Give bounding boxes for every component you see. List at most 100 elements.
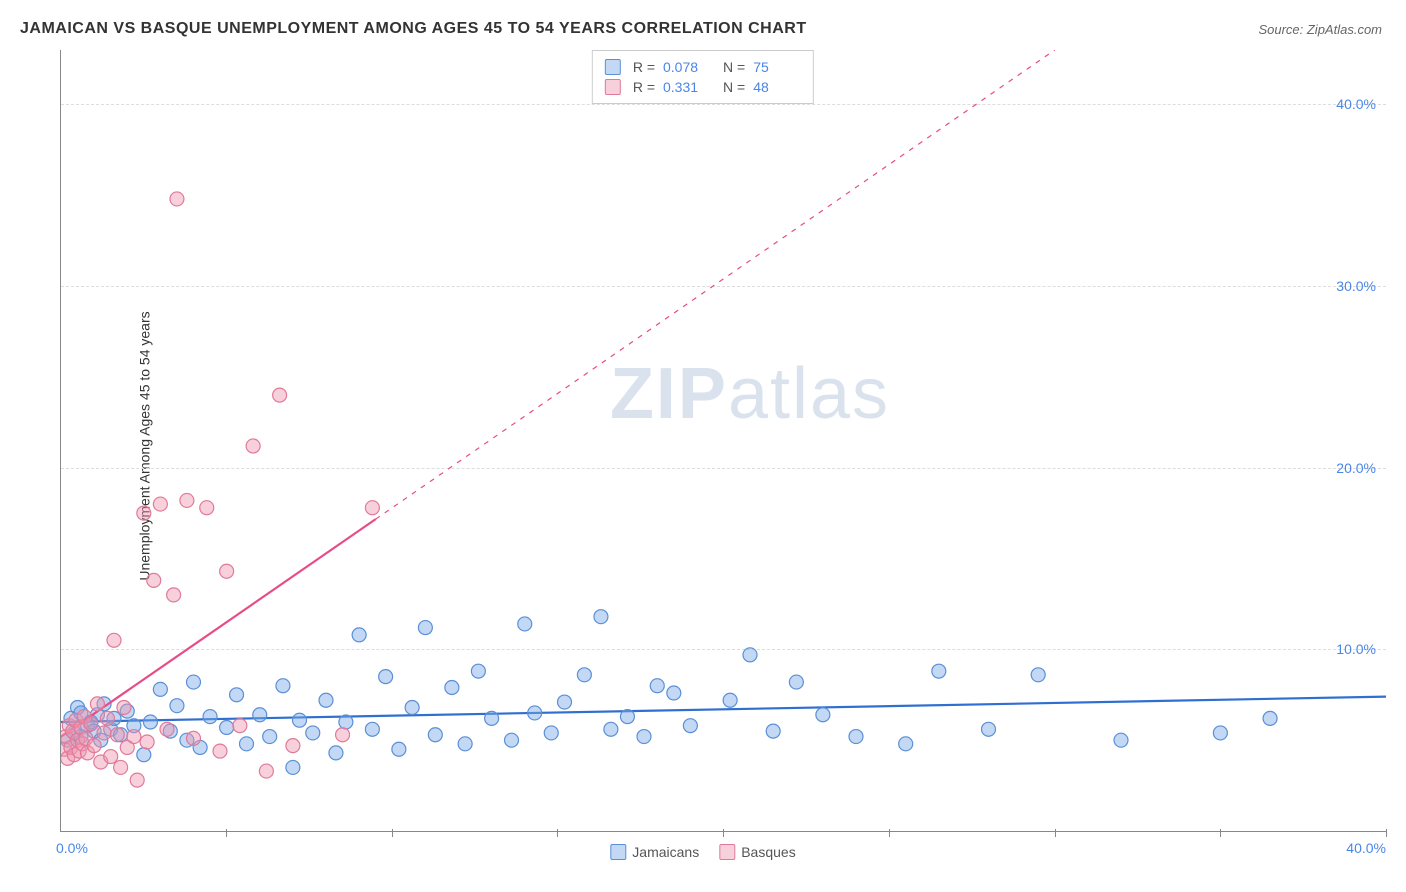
data-point xyxy=(1114,733,1128,747)
data-point xyxy=(637,730,651,744)
data-point xyxy=(127,730,141,744)
data-point xyxy=(220,720,234,734)
data-point xyxy=(104,750,118,764)
data-point xyxy=(789,675,803,689)
source-attribution: Source: ZipAtlas.com xyxy=(1258,22,1382,37)
x-tick xyxy=(1386,829,1387,837)
legend-item-jamaicans: Jamaicans xyxy=(610,844,699,860)
data-point xyxy=(352,628,366,642)
data-point xyxy=(153,682,167,696)
x-tick-last: 40.0% xyxy=(1346,840,1386,856)
data-point xyxy=(528,706,542,720)
data-point xyxy=(339,715,353,729)
data-point xyxy=(650,679,664,693)
data-point xyxy=(849,730,863,744)
data-point xyxy=(153,497,167,511)
x-tick-first: 0.0% xyxy=(56,840,88,856)
data-point xyxy=(329,746,343,760)
data-point xyxy=(203,710,217,724)
data-point xyxy=(107,633,121,647)
data-point xyxy=(458,737,472,751)
data-point xyxy=(220,564,234,578)
data-point xyxy=(899,737,913,751)
data-point xyxy=(418,621,432,635)
plot-area: ZIPatlas 10.0%20.0%30.0%40.0% xyxy=(60,50,1386,832)
data-point xyxy=(723,693,737,707)
data-point xyxy=(594,610,608,624)
swatch-jamaicans xyxy=(605,59,621,75)
data-point xyxy=(170,192,184,206)
chart-title: JAMAICAN VS BASQUE UNEMPLOYMENT AMONG AG… xyxy=(20,20,807,38)
data-point xyxy=(187,731,201,745)
data-point xyxy=(392,742,406,756)
data-point xyxy=(683,719,697,733)
data-point xyxy=(982,722,996,736)
data-point xyxy=(365,722,379,736)
data-point xyxy=(187,675,201,689)
data-point xyxy=(117,701,131,715)
data-point xyxy=(286,739,300,753)
data-point xyxy=(471,664,485,678)
data-point xyxy=(485,711,499,725)
data-point xyxy=(365,501,379,515)
data-point xyxy=(405,701,419,715)
data-point xyxy=(90,697,104,711)
data-point xyxy=(114,760,128,774)
data-point xyxy=(180,493,194,507)
swatch-basques xyxy=(605,79,621,95)
data-point xyxy=(87,739,101,753)
data-point xyxy=(230,688,244,702)
data-point xyxy=(253,708,267,722)
data-point xyxy=(286,760,300,774)
data-point xyxy=(667,686,681,700)
data-point xyxy=(97,726,111,740)
data-point xyxy=(505,733,519,747)
data-point xyxy=(143,715,157,729)
data-point xyxy=(558,695,572,709)
data-point xyxy=(100,711,114,725)
data-point xyxy=(137,748,151,762)
legend-item-basques: Basques xyxy=(719,844,795,860)
legend-stats: R = 0.078 N = 75 R = 0.331 N = 48 xyxy=(592,50,814,104)
data-point xyxy=(259,764,273,778)
data-point xyxy=(1031,668,1045,682)
data-point xyxy=(137,506,151,520)
legend-series: Jamaicans Basques xyxy=(610,844,795,860)
legend-stats-row: R = 0.331 N = 48 xyxy=(605,77,801,97)
legend-stats-row: R = 0.078 N = 75 xyxy=(605,57,801,77)
data-point xyxy=(246,439,260,453)
data-point xyxy=(147,573,161,587)
data-point xyxy=(816,708,830,722)
data-point xyxy=(1263,711,1277,725)
data-point xyxy=(84,717,98,731)
data-point xyxy=(233,719,247,733)
data-point xyxy=(200,501,214,515)
data-point xyxy=(577,668,591,682)
data-point xyxy=(276,679,290,693)
data-point xyxy=(167,588,181,602)
data-point xyxy=(110,728,124,742)
data-point xyxy=(293,713,307,727)
data-point xyxy=(263,730,277,744)
data-point xyxy=(213,744,227,758)
data-point xyxy=(273,388,287,402)
scatter-svg xyxy=(61,50,1386,831)
data-point xyxy=(140,735,154,749)
data-point xyxy=(1213,726,1227,740)
data-point xyxy=(766,724,780,738)
data-point xyxy=(932,664,946,678)
data-point xyxy=(130,773,144,787)
data-point xyxy=(620,710,634,724)
data-point xyxy=(743,648,757,662)
data-point xyxy=(445,681,459,695)
data-point xyxy=(379,670,393,684)
data-point xyxy=(336,728,350,742)
data-point xyxy=(170,699,184,713)
data-point xyxy=(306,726,320,740)
data-point xyxy=(160,722,174,736)
data-point xyxy=(604,722,618,736)
data-point xyxy=(428,728,442,742)
data-point xyxy=(544,726,558,740)
data-point xyxy=(319,693,333,707)
data-point xyxy=(518,617,532,631)
